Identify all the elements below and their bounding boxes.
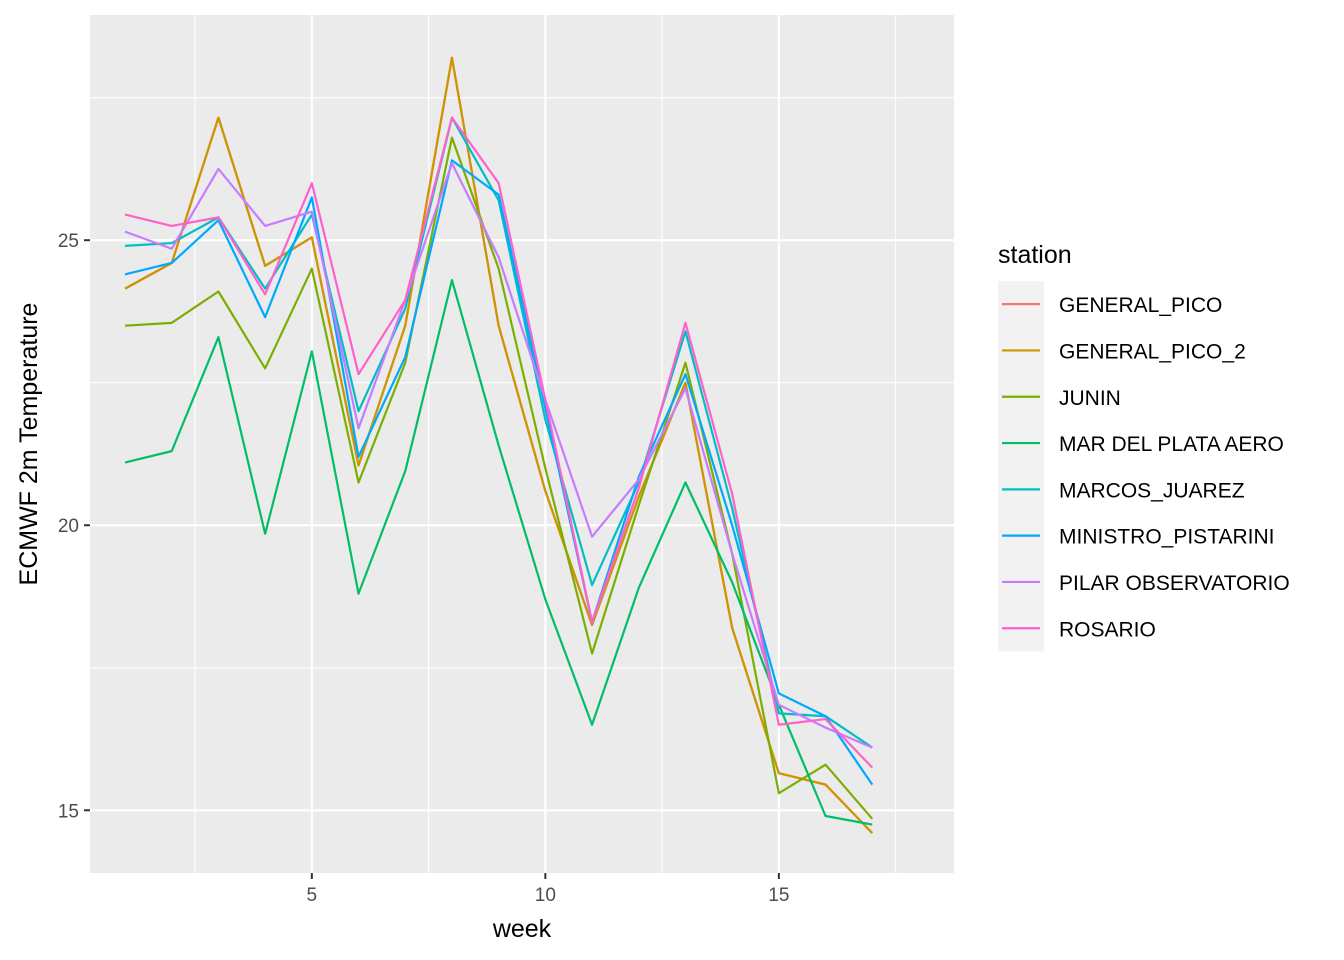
x-axis-title: week xyxy=(492,915,552,943)
y-tick-label: 20 xyxy=(58,516,79,537)
legend-item: GENERAL_PICO_2 xyxy=(998,327,1246,374)
series-line xyxy=(124,136,874,820)
y-tick-label: 15 xyxy=(58,801,79,822)
y-axis: 15 20 25 xyxy=(58,231,90,822)
legend-label: GENERAL_PICO_2 xyxy=(1059,340,1246,363)
legend-label: MINISTRO_PISTARINI xyxy=(1059,526,1274,549)
legend-label: GENERAL_PICO xyxy=(1059,294,1222,317)
x-tick-label: 10 xyxy=(535,885,556,906)
legend-label: PILAR OBSERVATORIO xyxy=(1059,572,1290,595)
series-line xyxy=(124,159,874,786)
series-line xyxy=(124,116,874,769)
legend-item: MARCOS_JUAREZ xyxy=(998,466,1245,513)
legend-label: MARCOS_JUAREZ xyxy=(1059,479,1245,502)
x-tick-label: 15 xyxy=(768,885,789,906)
legend-item: JUNIN xyxy=(998,373,1121,420)
legend-item: GENERAL_PICO xyxy=(998,281,1222,328)
series-lines xyxy=(124,56,874,834)
legend-label: ROSARIO xyxy=(1059,618,1156,641)
series-line xyxy=(124,116,873,749)
y-tick-label: 25 xyxy=(58,231,79,252)
series-line xyxy=(124,279,873,826)
legend-label: MAR DEL PLATA AERO xyxy=(1059,433,1284,456)
legend-item: PILAR OBSERVATORIO xyxy=(998,558,1290,606)
series-line xyxy=(124,56,874,834)
legend-item: ROSARIO xyxy=(998,605,1156,652)
legend-label: JUNIN xyxy=(1059,387,1121,410)
y-axis-title: ECMWF 2m Temperature xyxy=(15,303,43,586)
x-tick-label: 5 xyxy=(307,885,318,906)
legend-title: station xyxy=(998,241,1072,269)
legend-item: MAR DEL PLATA AERO xyxy=(998,419,1284,467)
x-axis: 5 10 15 xyxy=(307,873,789,906)
series-line xyxy=(124,162,873,749)
legend-item: MINISTRO_PISTARINI xyxy=(998,512,1274,559)
legend: station GENERAL_PICO GENERAL_PICO_2 JUNIN M… xyxy=(998,241,1290,652)
minor-gridlines xyxy=(90,15,954,873)
legend-items: GENERAL_PICO GENERAL_PICO_2 JUNIN MAR DEL P… xyxy=(998,281,1290,652)
plot-panel xyxy=(90,15,954,873)
